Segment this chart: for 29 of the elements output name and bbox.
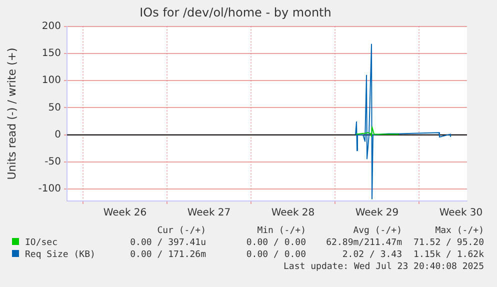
text: Max (-/+) bbox=[434, 225, 484, 237]
y-tick-label: -50 bbox=[44, 156, 61, 168]
y-axis-title: Units read (-) / write (+) bbox=[5, 48, 18, 180]
x-tick-label: Week 27 bbox=[187, 208, 231, 219]
chart-title: IOs for /dev/ol/home - by month bbox=[140, 5, 332, 20]
x-tick-label: Week 30 bbox=[439, 208, 483, 219]
text: 0.00 / 0.00 bbox=[245, 237, 306, 249]
text: Cur (-/+) bbox=[156, 225, 206, 237]
text: Min (-/+) bbox=[256, 225, 306, 237]
text: Last update: Wed Jul 23 20:40:08 2025 bbox=[282, 261, 484, 273]
text: 62.89m/211.47m bbox=[325, 237, 402, 249]
x-tick-label: Week 28 bbox=[271, 208, 315, 219]
legend-label: IO/sec bbox=[24, 237, 59, 249]
legend-label: Req Size (KB) bbox=[24, 249, 96, 261]
y-tick-label: 200 bbox=[42, 20, 61, 32]
text: 0.00 / 171.26m bbox=[129, 249, 206, 261]
x-tick-label: Week 26 bbox=[103, 208, 147, 219]
text: 2.02 / 3.43 bbox=[341, 249, 402, 261]
x-tick-label: Week 29 bbox=[355, 208, 399, 219]
text: Avg (-/+) bbox=[352, 225, 402, 237]
y-tick-label: 150 bbox=[42, 48, 61, 60]
text: 1.15k / 1.62k bbox=[412, 249, 484, 261]
text: 71.52 / 95.20 bbox=[412, 237, 484, 249]
y-tick-label: 50 bbox=[48, 102, 61, 114]
text: 0.00 / 0.00 bbox=[245, 249, 306, 261]
y-tick-label: 0 bbox=[54, 129, 61, 140]
text: 0.00 / 397.41u bbox=[129, 237, 206, 249]
y-tick-label: 100 bbox=[42, 75, 61, 86]
y-tick-label: -100 bbox=[38, 184, 61, 195]
